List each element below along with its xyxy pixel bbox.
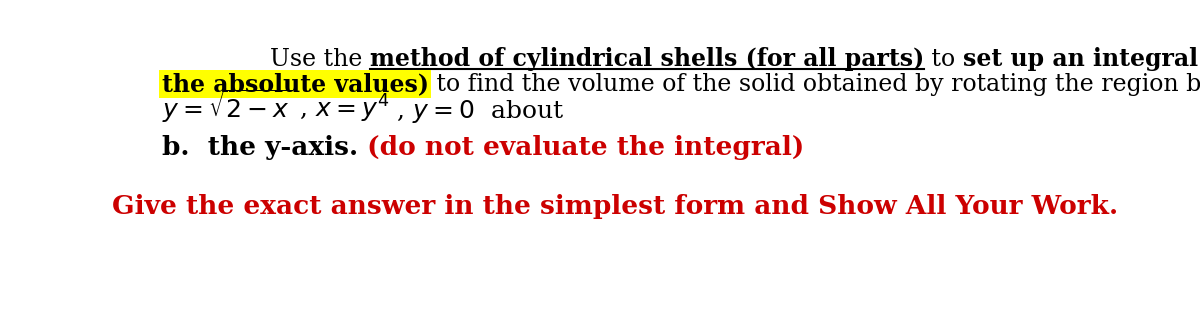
Text: , $y = 0$  about: , $y = 0$ about [389, 98, 564, 125]
Text: , $x = y^4$: , $x = y^4$ [292, 93, 389, 125]
Text: set up an integral: set up an integral [962, 47, 1198, 71]
Text: $y = \sqrt{2-x}$: $y = \sqrt{2-x}$ [162, 88, 292, 125]
Text: (do not evaluate the integral): (do not evaluate the integral) [358, 135, 804, 160]
Text: to: to [924, 48, 962, 71]
Text: method of cylindrical shells (for all parts): method of cylindrical shells (for all pa… [370, 47, 924, 71]
Text: Use the: Use the [270, 48, 370, 71]
Text: (: ( [1198, 48, 1200, 71]
Text: the absolute values): the absolute values) [162, 72, 428, 96]
Text: b.  the y-axis.: b. the y-axis. [162, 135, 358, 160]
Text: to find the volume of the solid obtained by rotating the region bounded by: to find the volume of the solid obtained… [428, 73, 1200, 96]
Text: Give the exact answer in the simplest form and Show All Your Work.: Give the exact answer in the simplest fo… [112, 194, 1118, 219]
